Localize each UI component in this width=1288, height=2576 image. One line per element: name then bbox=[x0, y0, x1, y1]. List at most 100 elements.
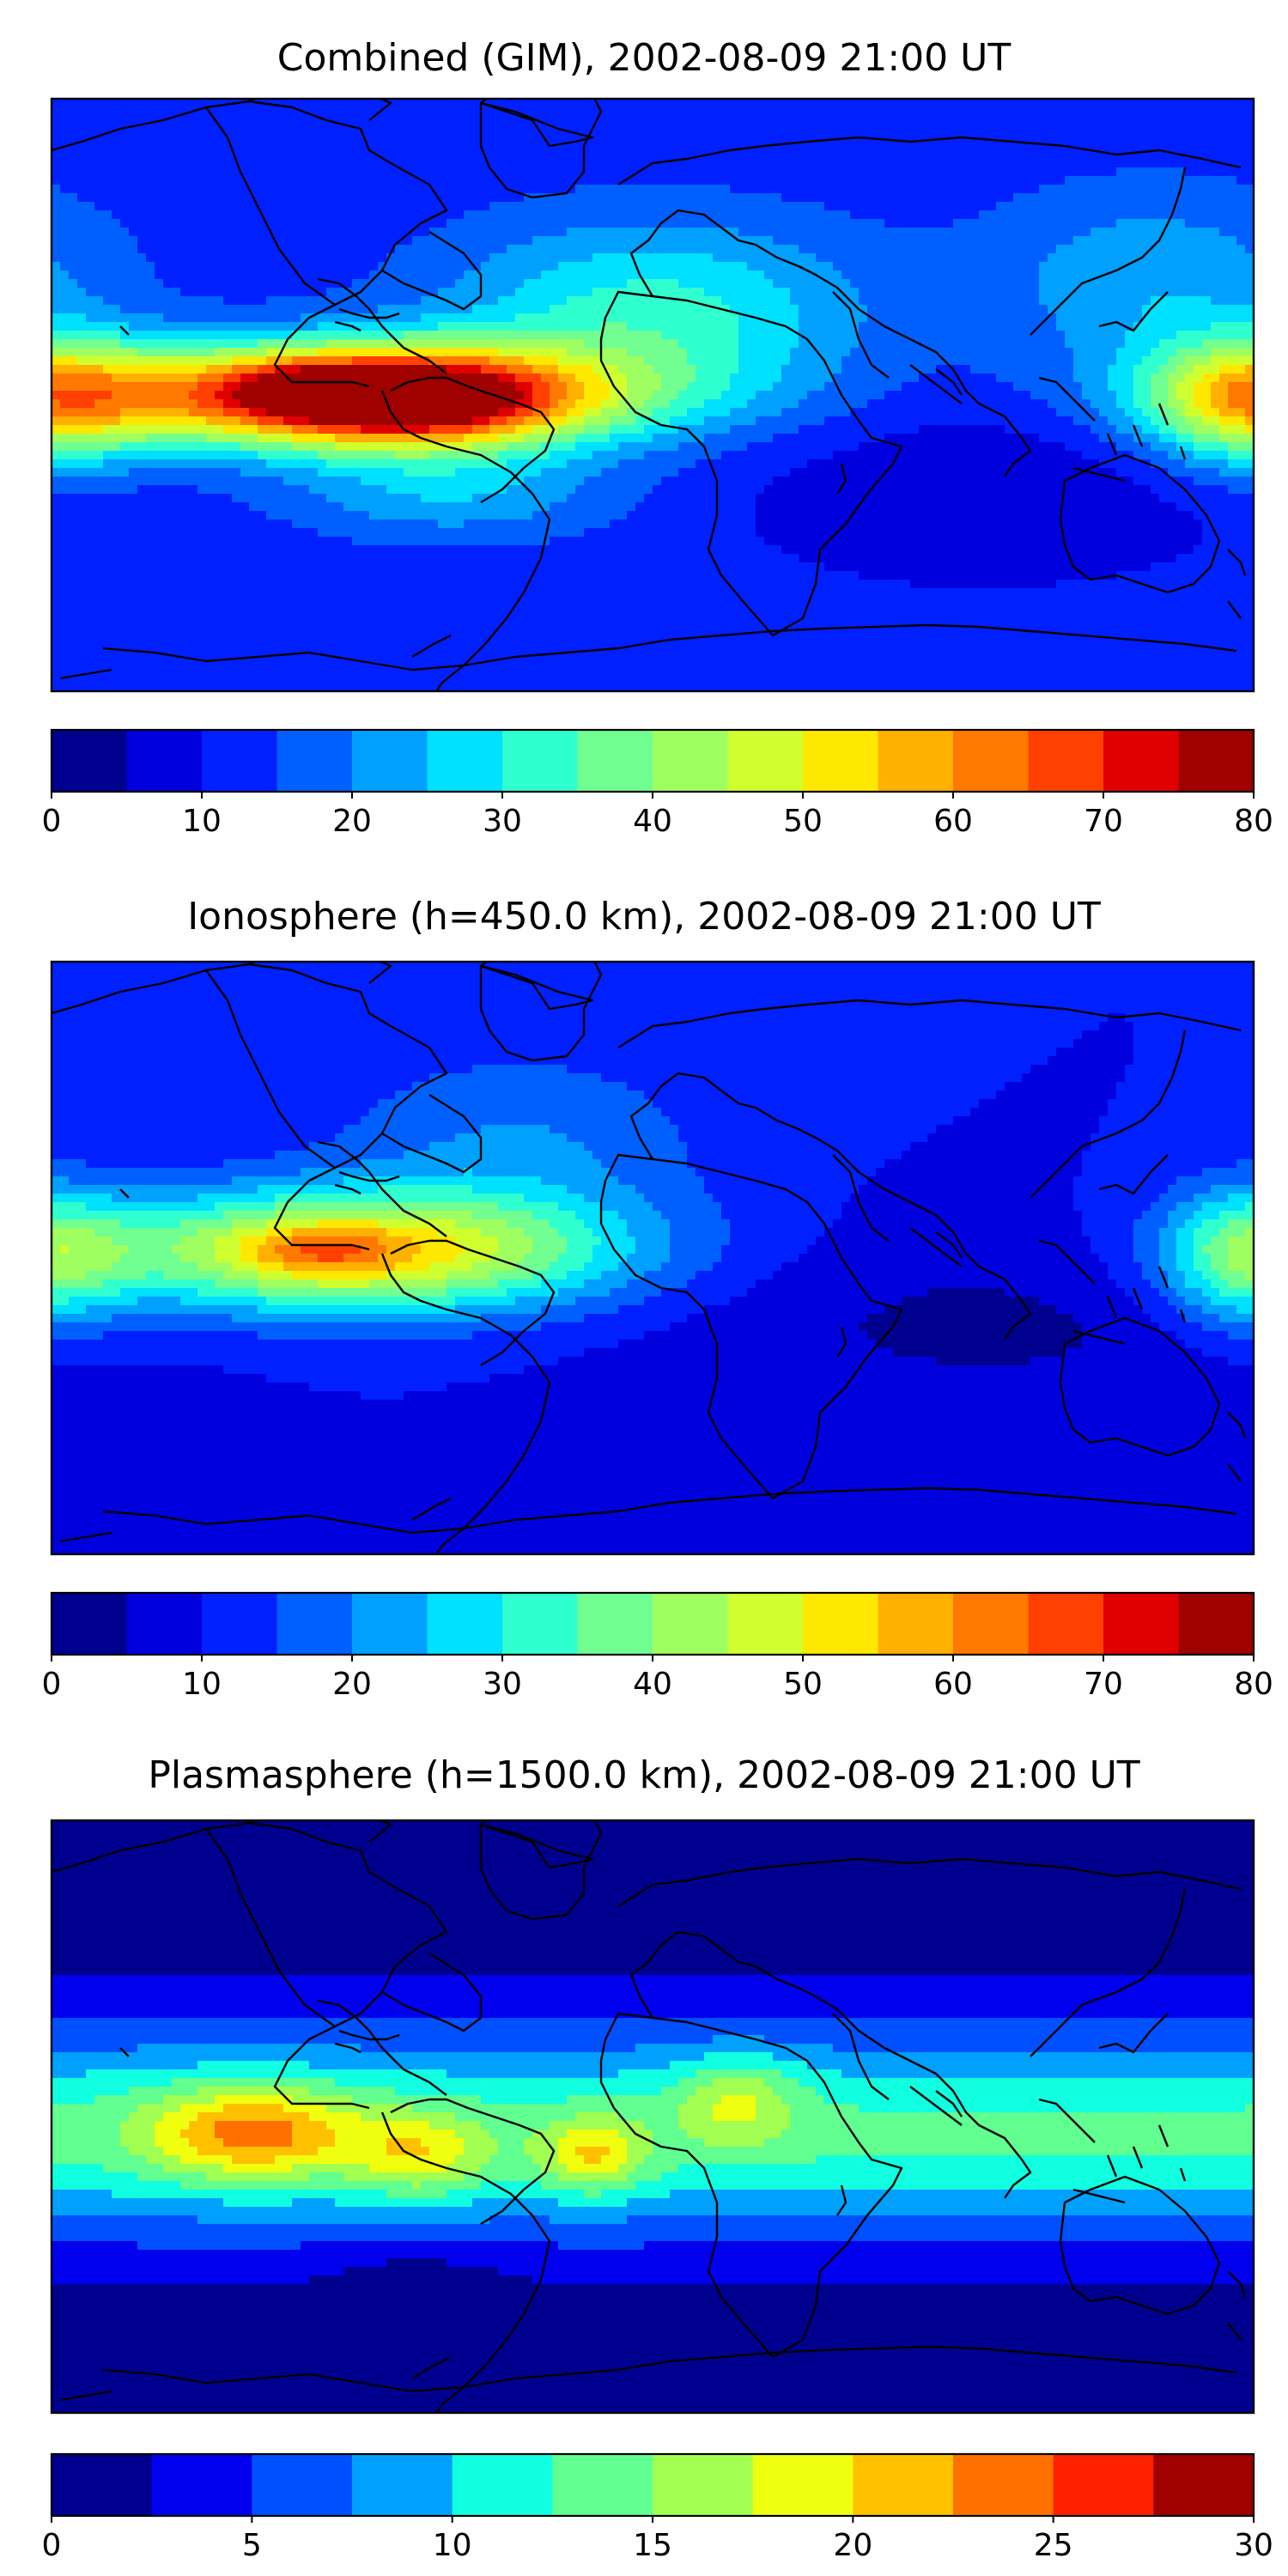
field-cell bbox=[816, 399, 825, 409]
field-cell bbox=[163, 262, 173, 271]
field-cell bbox=[601, 382, 611, 392]
field-cell bbox=[653, 99, 662, 108]
field-cell bbox=[489, 356, 499, 366]
field-cell bbox=[232, 399, 241, 409]
field-cell bbox=[816, 288, 825, 297]
field-cell bbox=[180, 167, 190, 177]
field-cell bbox=[567, 288, 576, 297]
field-cell bbox=[309, 348, 319, 357]
field-cell bbox=[730, 270, 739, 280]
field-cell bbox=[1168, 133, 1177, 143]
field-cell bbox=[266, 399, 276, 409]
field-cell bbox=[687, 219, 696, 228]
field-cell bbox=[129, 116, 138, 125]
field-cell bbox=[1185, 253, 1194, 263]
field-cell bbox=[352, 253, 361, 263]
field-cell bbox=[1168, 356, 1177, 366]
field-cell bbox=[575, 142, 585, 151]
field-cell bbox=[352, 365, 361, 374]
field-cell bbox=[524, 322, 533, 331]
field-cell bbox=[799, 125, 808, 134]
field-cell bbox=[52, 270, 61, 280]
field-cell bbox=[361, 193, 370, 203]
field-cell bbox=[601, 279, 611, 289]
field-cell bbox=[455, 133, 465, 143]
field-cell bbox=[275, 382, 284, 392]
field-cell bbox=[412, 107, 422, 117]
field-cell bbox=[979, 193, 988, 203]
field-cell bbox=[258, 193, 267, 203]
field-cell bbox=[1005, 374, 1014, 383]
field-cell bbox=[1228, 142, 1237, 151]
field-cell bbox=[970, 167, 980, 177]
field-cell bbox=[747, 262, 756, 271]
field-cell bbox=[747, 107, 756, 117]
field-cell bbox=[1013, 322, 1023, 331]
field-cell bbox=[455, 331, 465, 340]
field-cell bbox=[197, 219, 207, 228]
field-cell bbox=[1176, 382, 1186, 392]
field-cell bbox=[910, 99, 920, 108]
field-cell bbox=[1005, 185, 1014, 194]
field-cell bbox=[558, 365, 568, 374]
field-cell bbox=[421, 339, 430, 349]
field-cell bbox=[1168, 228, 1177, 237]
field-cell bbox=[1202, 159, 1212, 168]
field-cell bbox=[1065, 202, 1074, 211]
field-cell bbox=[343, 279, 353, 289]
field-cell bbox=[1219, 176, 1229, 185]
field-cell bbox=[1228, 279, 1237, 289]
field-cell bbox=[472, 262, 482, 271]
field-cell bbox=[902, 253, 911, 263]
field-cell bbox=[910, 253, 920, 263]
field-cell bbox=[421, 236, 430, 246]
field-cell bbox=[876, 210, 885, 220]
field-cell bbox=[558, 348, 568, 357]
field-cell bbox=[352, 356, 361, 366]
field-cell bbox=[618, 107, 628, 117]
field-cell bbox=[249, 339, 258, 349]
field-cell bbox=[1073, 331, 1083, 340]
field-cell bbox=[799, 133, 808, 143]
field-cell bbox=[867, 382, 877, 392]
field-cell bbox=[1125, 391, 1134, 400]
field-cell bbox=[756, 305, 765, 314]
field-cell bbox=[1056, 236, 1066, 246]
field-cell bbox=[352, 185, 361, 194]
field-cell bbox=[1194, 365, 1203, 374]
field-cell bbox=[472, 322, 482, 331]
field-cell bbox=[86, 176, 95, 185]
field-cell bbox=[1151, 99, 1160, 108]
field-cell bbox=[859, 296, 868, 306]
field-cell bbox=[532, 99, 542, 108]
field-cell bbox=[438, 262, 447, 271]
field-cell bbox=[464, 150, 473, 160]
field-cell bbox=[438, 176, 447, 185]
field-cell bbox=[687, 210, 696, 220]
field-cell bbox=[841, 339, 851, 349]
field-cell bbox=[618, 374, 628, 383]
field-cell bbox=[678, 382, 688, 392]
field-cell bbox=[592, 399, 602, 409]
field-cell bbox=[301, 167, 310, 177]
field-cell bbox=[730, 245, 739, 254]
field-cell bbox=[1219, 210, 1229, 220]
field-cell bbox=[1039, 348, 1048, 357]
field-cell bbox=[172, 322, 181, 331]
field-cell bbox=[318, 279, 327, 289]
field-cell bbox=[962, 279, 971, 289]
field-cell bbox=[790, 159, 799, 168]
field-cell bbox=[155, 356, 164, 366]
field-cell bbox=[524, 185, 533, 194]
field-cell bbox=[266, 159, 276, 168]
field-cell bbox=[129, 202, 138, 211]
field-cell bbox=[1022, 279, 1031, 289]
field-cell bbox=[94, 176, 104, 185]
field-cell bbox=[163, 348, 173, 357]
field-cell bbox=[335, 185, 344, 194]
field-cell bbox=[1219, 288, 1229, 297]
field-cell bbox=[412, 150, 422, 160]
field-cell bbox=[1133, 391, 1143, 400]
field-cell bbox=[730, 99, 739, 108]
field-cell bbox=[902, 348, 911, 357]
